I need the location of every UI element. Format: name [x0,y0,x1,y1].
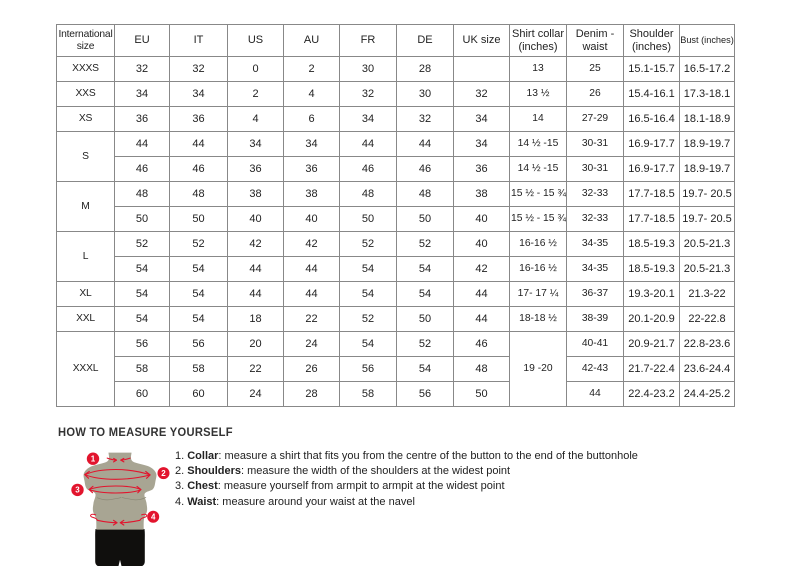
svg-text:3: 3 [75,486,80,495]
svg-text:1: 1 [91,454,96,463]
svg-text:4: 4 [151,512,156,521]
svg-text:2: 2 [161,469,166,478]
